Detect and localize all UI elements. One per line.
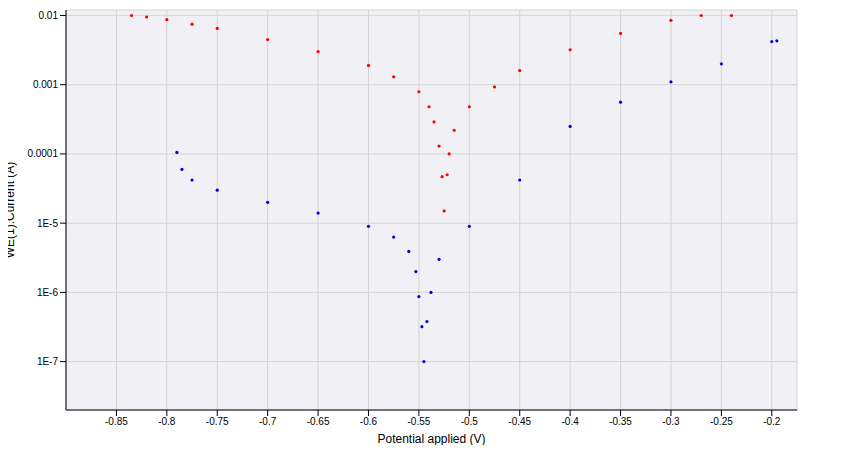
svg-text:-0.6: -0.6 [360,416,378,427]
svg-text:1E-7: 1E-7 [37,356,59,367]
svg-text:-0.35: -0.35 [609,416,632,427]
svg-text:1E-6: 1E-6 [37,287,59,298]
svg-text:-0.45: -0.45 [508,416,531,427]
svg-text:0.01: 0.01 [39,10,59,21]
svg-text:Potential applied (V): Potential applied (V) [377,432,485,445]
svg-text:-0.2: -0.2 [763,416,781,427]
svg-text:-0.85: -0.85 [105,416,128,427]
svg-text:-0.25: -0.25 [710,416,733,427]
svg-text:WE(1).Current (A): WE(1).Current (A) [8,162,17,259]
svg-text:-0.3: -0.3 [662,416,680,427]
svg-text:-0.55: -0.55 [407,416,430,427]
svg-text:-0.7: -0.7 [259,416,277,427]
svg-text:-0.5: -0.5 [461,416,479,427]
svg-text:1E-5: 1E-5 [37,218,59,229]
svg-text:-0.8: -0.8 [158,416,176,427]
svg-text:0.0001: 0.0001 [27,148,58,159]
svg-text:-0.4: -0.4 [562,416,580,427]
svg-text:-0.75: -0.75 [206,416,229,427]
svg-text:-0.65: -0.65 [307,416,330,427]
svg-text:0.001: 0.001 [33,79,58,90]
